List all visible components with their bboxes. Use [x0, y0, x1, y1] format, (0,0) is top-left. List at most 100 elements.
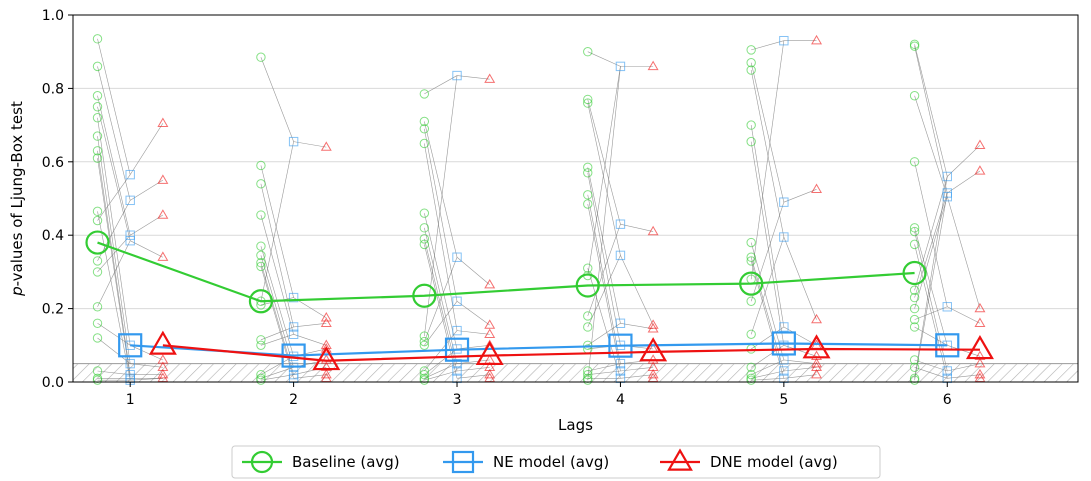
- dne-run-point: [647, 225, 659, 236]
- dne-run-point: [484, 278, 496, 289]
- ne-run-point: [615, 366, 626, 376]
- ne-run-point: [779, 197, 789, 207]
- x-tick-label: 2: [289, 392, 298, 408]
- run-connector: [620, 374, 654, 379]
- run-connector: [750, 141, 785, 346]
- ne-run-point: [942, 366, 952, 376]
- run-connector: [456, 359, 490, 364]
- run-connector: [260, 141, 294, 302]
- ne-run-point: [942, 171, 952, 182]
- run-connector: [97, 158, 131, 379]
- run-connector: [260, 356, 294, 375]
- run-connector: [424, 75, 458, 95]
- ne-run-point: [125, 358, 135, 369]
- baseline-run-point: [746, 120, 756, 130]
- ne-run-point: [615, 250, 626, 261]
- run-connector: [130, 240, 164, 258]
- dne-run-point: [974, 368, 986, 379]
- ne-run-point: [615, 61, 626, 72]
- run-connector: [750, 40, 785, 280]
- run-connector: [260, 57, 294, 142]
- run-connector: [783, 236, 817, 320]
- run-connector: [750, 125, 785, 327]
- baseline-run-point: [92, 215, 103, 226]
- baseline-run-point: [92, 113, 103, 123]
- baseline-run-point: [746, 329, 756, 339]
- run-connector: [260, 374, 294, 381]
- ne-run-point: [779, 366, 789, 376]
- run-connector: [783, 345, 817, 357]
- run-connector: [424, 143, 458, 331]
- avg-point-square: [608, 333, 633, 358]
- baseline-run-point: [909, 375, 920, 385]
- baseline-run-point: [92, 375, 103, 385]
- legend-label-triangle: DNE model (avg): [710, 453, 838, 471]
- legend-marker-triangle: [667, 448, 693, 471]
- run-connector: [130, 179, 164, 201]
- y-tick-label: 0.8: [42, 81, 64, 97]
- baseline-run-point: [583, 162, 593, 173]
- run-connector: [620, 322, 654, 330]
- baseline-run-point: [419, 208, 430, 218]
- baseline-run-point: [909, 355, 920, 365]
- baseline-run-point: [256, 375, 266, 385]
- run-connector: [260, 214, 294, 335]
- run-connector: [750, 236, 785, 335]
- baseline-run-point: [419, 138, 430, 149]
- run-connector: [587, 363, 621, 372]
- avg-point-circle: [412, 283, 437, 308]
- dne-run-point: [320, 343, 332, 353]
- baseline-run-point: [583, 98, 593, 108]
- baseline-run-point: [909, 223, 920, 233]
- run-connector: [750, 260, 785, 379]
- baseline-run-point: [419, 331, 430, 341]
- avg-point-triangle: [639, 337, 668, 362]
- run-connector: [456, 301, 490, 326]
- baseline-run-point: [419, 124, 430, 134]
- run-connector: [751, 378, 784, 381]
- run-connector: [750, 69, 785, 238]
- run-connector: [130, 345, 164, 361]
- run-connector: [424, 128, 458, 302]
- y-tick-label: 0.2: [42, 302, 64, 318]
- plot-frame: [72, 14, 1079, 383]
- run-connector: [97, 174, 131, 221]
- run-connector: [130, 214, 164, 236]
- run-connector: [947, 374, 980, 379]
- legend-marker-square: [451, 450, 475, 474]
- run-connector: [424, 301, 458, 346]
- baseline-run-point: [92, 153, 103, 163]
- y-tick-label: 1.0: [42, 8, 64, 24]
- dne-run-point: [157, 174, 169, 184]
- run-connector: [97, 211, 131, 381]
- run-connector: [914, 231, 948, 372]
- x-tick-label: 6: [943, 392, 952, 408]
- avg-point-circle: [85, 230, 110, 255]
- baseline-run-point: [256, 160, 266, 171]
- run-connector: [293, 322, 327, 328]
- avg-line-circle: [97, 241, 915, 303]
- run-connector: [129, 123, 164, 175]
- baseline-run-point: [256, 179, 266, 189]
- baseline-run-point: [92, 34, 103, 44]
- run-connector: [751, 326, 785, 350]
- baseline-run-point: [909, 285, 920, 295]
- avg-point-triangle: [802, 334, 831, 359]
- run-connector: [456, 367, 490, 372]
- ne-run-point: [125, 230, 135, 240]
- run-connector: [424, 213, 458, 350]
- run-connector: [751, 370, 784, 379]
- ne-run-point: [615, 318, 626, 328]
- run-connector: [293, 334, 327, 346]
- dne-run-point: [320, 368, 332, 379]
- run-connector: [260, 334, 294, 346]
- average-series: [85, 230, 994, 371]
- run-connector: [130, 363, 163, 368]
- baseline-run-point: [909, 41, 920, 51]
- x-axis-label: Lags: [558, 416, 593, 434]
- baseline-run-point: [92, 267, 103, 277]
- baseline-run-point: [583, 168, 593, 178]
- run-connector: [914, 196, 948, 309]
- ne-run-point: [452, 366, 462, 376]
- run-connector: [947, 306, 981, 324]
